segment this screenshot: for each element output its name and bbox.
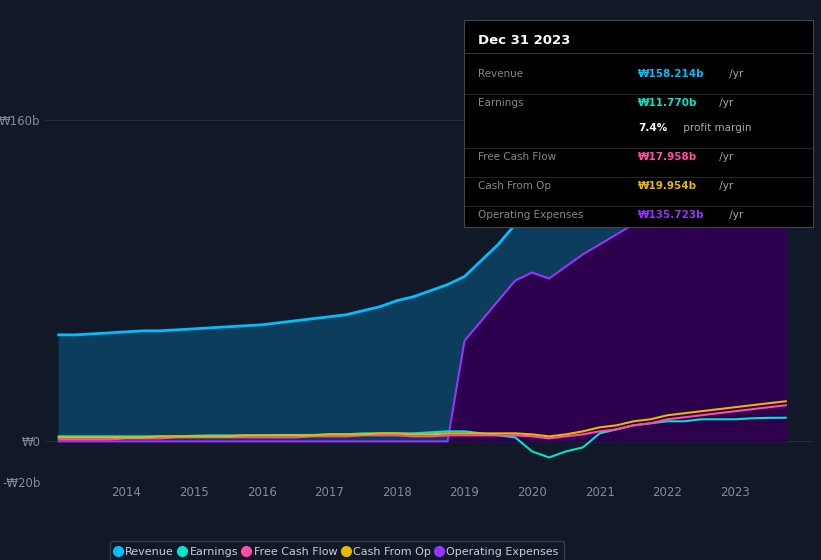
Text: ₩19.954b: ₩19.954b xyxy=(639,181,698,191)
Text: /yr: /yr xyxy=(717,99,734,108)
Text: profit margin: profit margin xyxy=(680,123,752,133)
Text: Cash From Op: Cash From Op xyxy=(478,181,551,191)
Text: Revenue: Revenue xyxy=(478,69,523,80)
Text: ₩135.723b: ₩135.723b xyxy=(639,210,705,220)
Text: Free Cash Flow: Free Cash Flow xyxy=(478,152,556,162)
Legend: Revenue, Earnings, Free Cash Flow, Cash From Op, Operating Expenses: Revenue, Earnings, Free Cash Flow, Cash … xyxy=(110,541,564,560)
Text: Earnings: Earnings xyxy=(478,99,523,108)
Text: /yr: /yr xyxy=(717,181,734,191)
Text: ₩11.770b: ₩11.770b xyxy=(639,99,698,108)
Text: Operating Expenses: Operating Expenses xyxy=(478,210,583,220)
Text: ₩158.214b: ₩158.214b xyxy=(639,69,705,80)
Text: 7.4%: 7.4% xyxy=(639,123,667,133)
Text: /yr: /yr xyxy=(717,152,734,162)
Text: ₩17.958b: ₩17.958b xyxy=(639,152,698,162)
Text: Dec 31 2023: Dec 31 2023 xyxy=(478,34,571,47)
Text: /yr: /yr xyxy=(727,69,744,80)
Text: /yr: /yr xyxy=(727,210,744,220)
